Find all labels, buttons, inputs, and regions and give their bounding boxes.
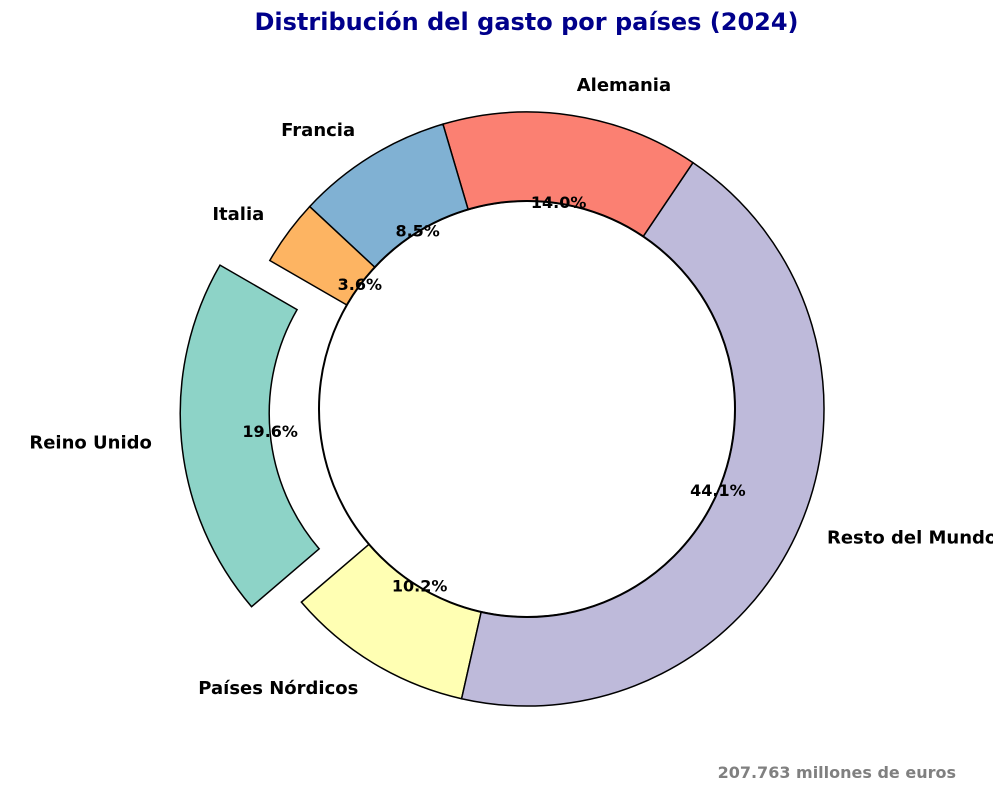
labels-group: Reino Unido 19.6% Países Nórdicos 10.2% Rest…	[29, 75, 993, 699]
slice-label: Alemania	[577, 75, 671, 96]
slice-percent-label: 14.0%	[531, 193, 587, 212]
slice-percent-label: 10.2%	[392, 577, 448, 596]
slice-percent-label: 8.5%	[395, 222, 439, 241]
slice-label: Italia	[212, 204, 264, 225]
slice-percent-label: 44.1%	[690, 481, 746, 500]
chart-title: Distribución del gasto por países (2024)	[254, 8, 799, 36]
slice-label: Resto del Mundo	[827, 527, 993, 548]
total-footnote: 207.763 millones de euros	[717, 763, 956, 782]
donut-hole	[318, 200, 736, 618]
slice-reino-unido	[179, 264, 321, 608]
slices-group	[179, 111, 825, 707]
slice-percent-label: 19.6%	[242, 422, 298, 441]
slice-percent-label: 3.6%	[338, 275, 382, 294]
slice-label: Países Nórdicos	[198, 678, 358, 699]
slice-label: Francia	[281, 120, 355, 141]
slice-label: Reino Unido	[29, 433, 152, 454]
